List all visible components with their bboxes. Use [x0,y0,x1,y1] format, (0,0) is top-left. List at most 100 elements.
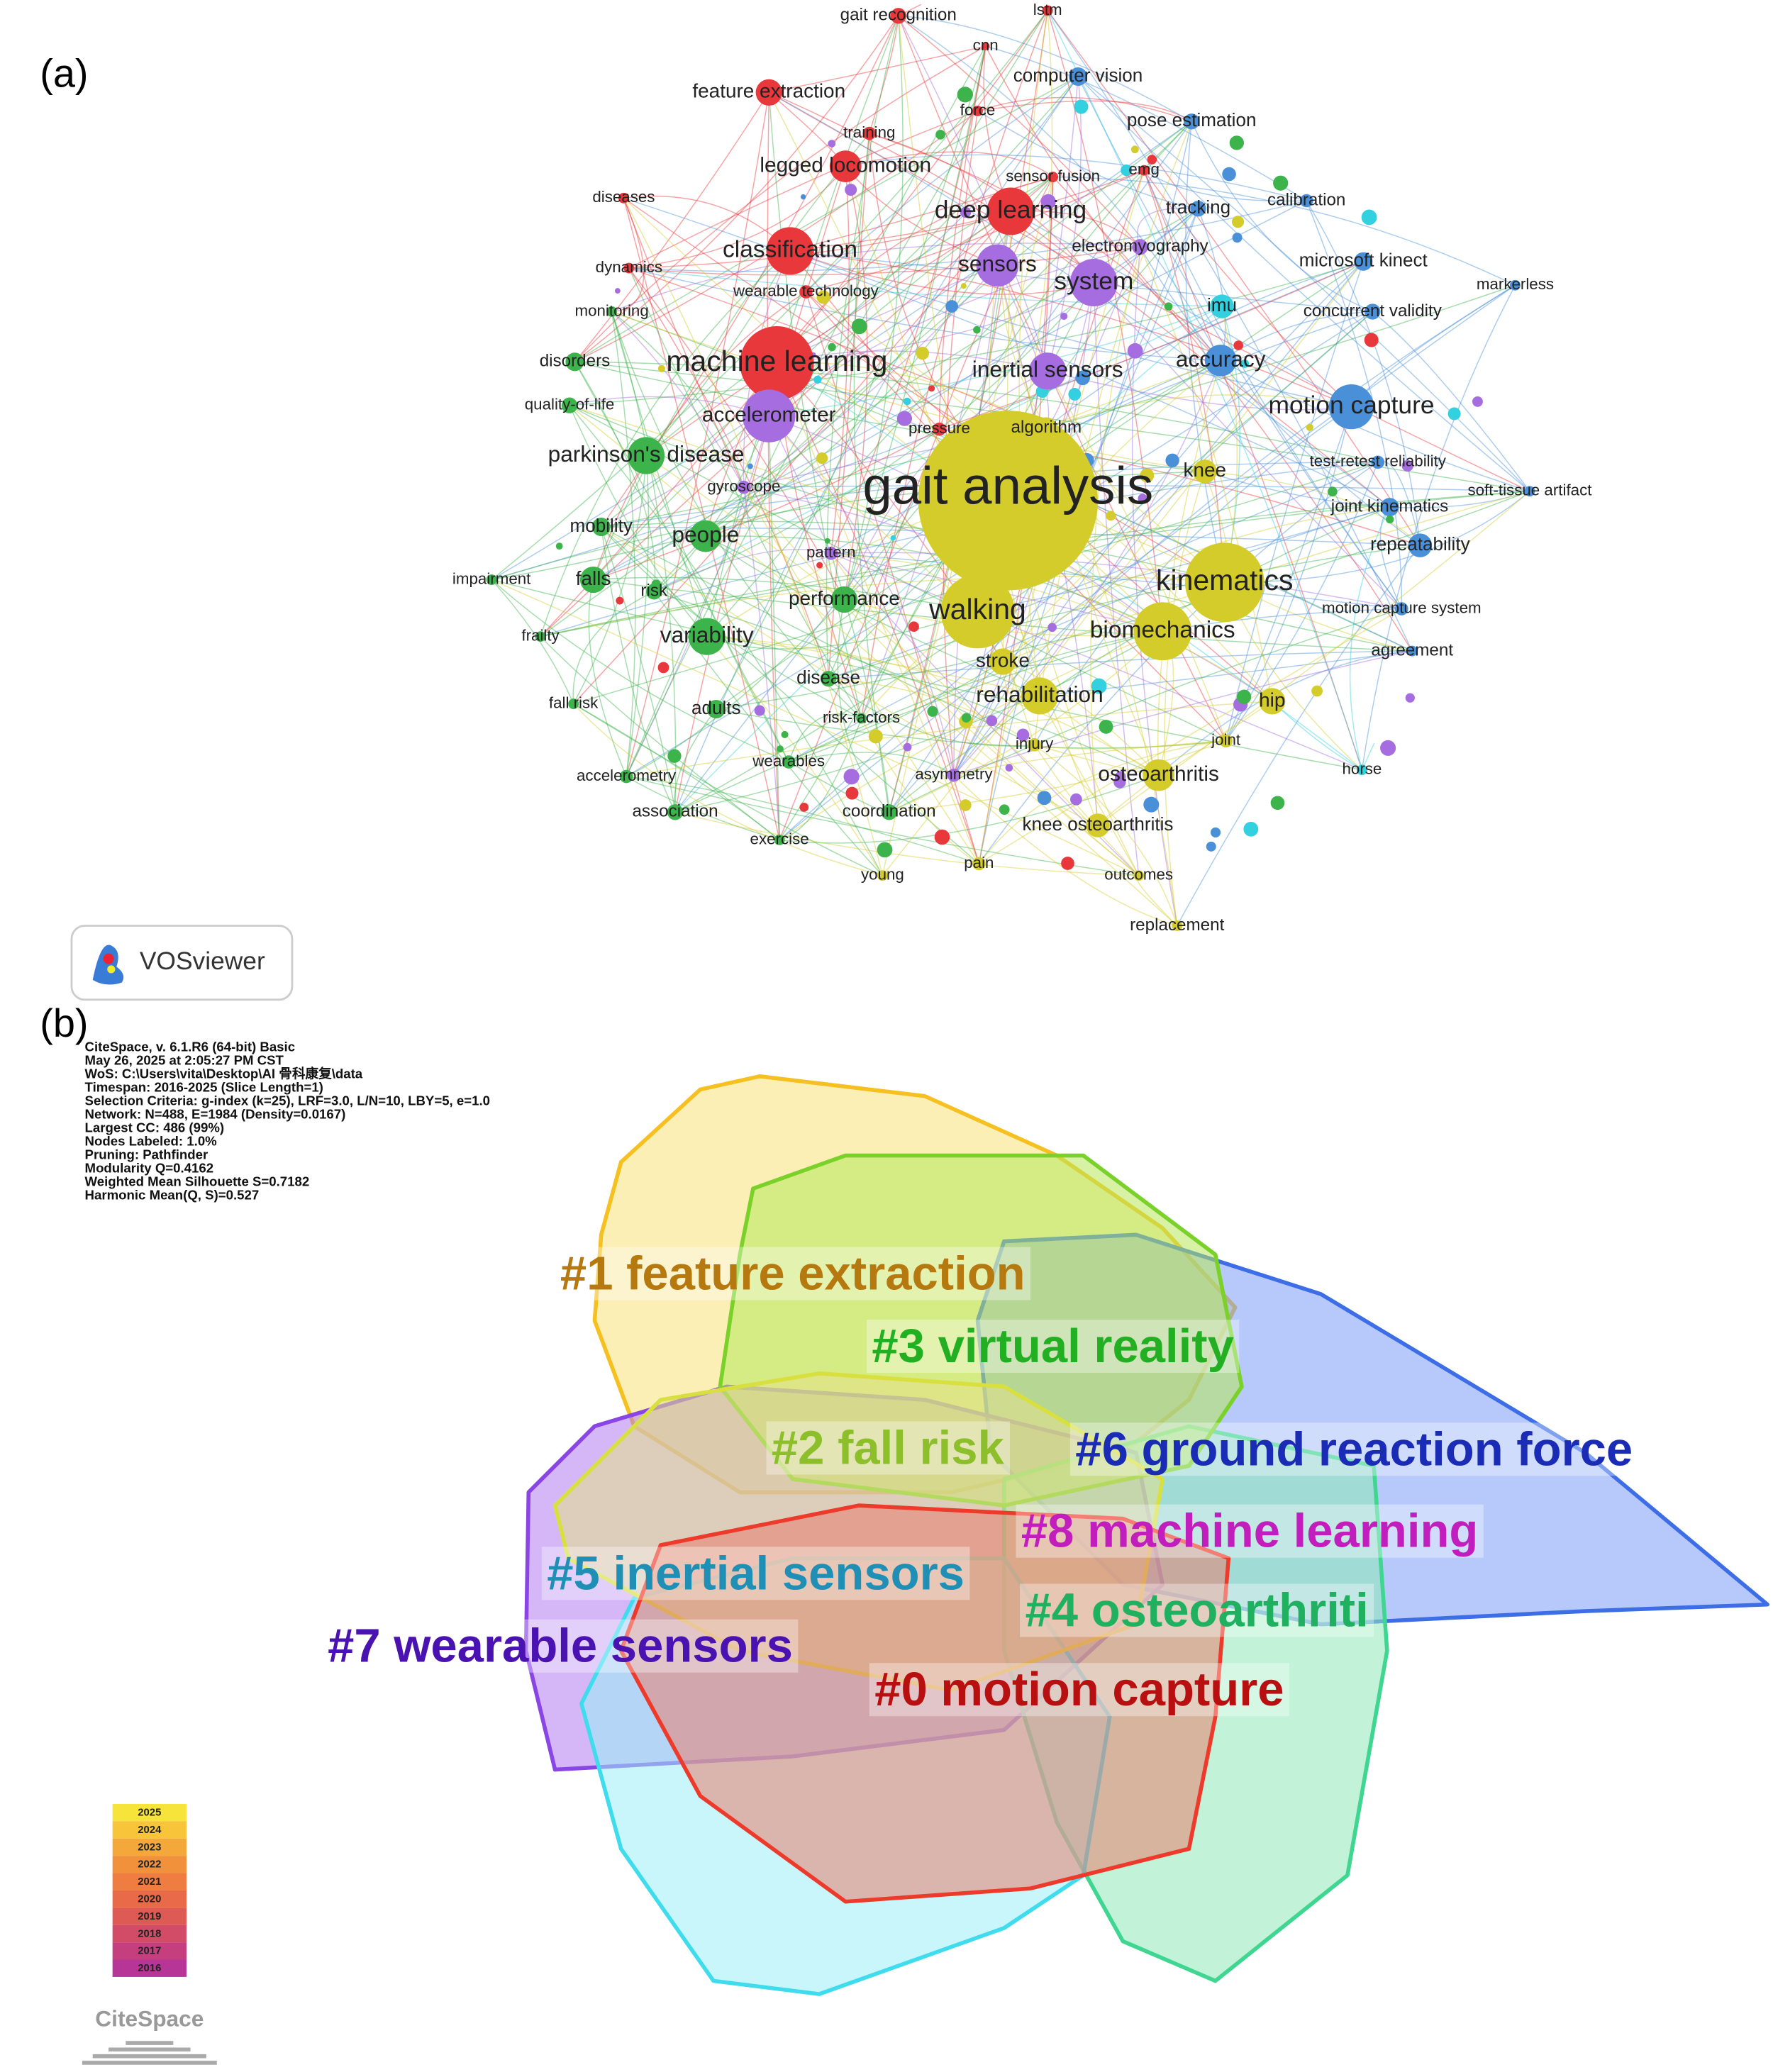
edge [592,133,870,580]
node [868,729,883,744]
node-label: force [960,101,996,118]
node-label: feature extraction [692,80,845,102]
node [535,631,546,642]
edge [828,121,1192,679]
node-label: pain [964,854,994,871]
edge [1033,406,1352,745]
node [1206,841,1216,852]
node [972,857,986,871]
node [1113,776,1126,789]
node [568,698,579,710]
edge [569,405,884,876]
edge [983,46,1011,212]
cluster-label: #8 machine learning [1021,1505,1478,1558]
edge [828,678,1035,747]
node [961,713,972,723]
node-label: disorders [540,352,611,371]
panel-label: (b) [40,1001,88,1045]
node [881,804,897,820]
edge [743,487,780,840]
node-label: emg [1128,160,1159,178]
legend-year: 2019 [138,1911,161,1922]
edge [788,713,862,762]
edge [1002,661,1159,776]
node [908,621,919,633]
node [918,411,1098,591]
node [800,194,806,200]
node [1184,542,1265,623]
edge [626,776,780,841]
edge [978,608,1402,864]
edge [1143,169,1363,770]
edge [626,416,769,777]
node-label: frailty [521,627,560,645]
legend-swatch [112,1959,187,1977]
edge [1225,462,1379,742]
edge [674,306,1223,813]
node-label: knee [1184,459,1227,481]
edge [779,774,1159,844]
node [1070,793,1082,806]
node [1356,764,1367,776]
node [646,584,662,600]
legend-swatch [112,1890,187,1908]
node [1327,486,1338,497]
edge [674,630,1163,813]
node [776,745,784,753]
edge [789,250,1373,313]
edge [788,630,1163,763]
edge [837,599,890,813]
node-label: monitoring [575,301,649,319]
edge [1143,169,1402,609]
node-label: electromyography [1072,237,1208,256]
node [828,342,836,352]
edge [601,526,676,813]
node-label: joint [1211,731,1241,749]
edge [776,362,980,864]
node [1028,738,1041,752]
edge [860,718,979,864]
edge [628,200,1307,272]
edge [889,740,1226,813]
edge [830,552,1273,702]
edge [789,250,1352,408]
cluster-area [618,1503,1231,1904]
node-label: accuracy [1176,346,1266,372]
node [1364,333,1379,347]
node [877,842,893,858]
node [816,290,830,304]
node-label: joint kinematics [1330,497,1448,516]
node [1233,340,1244,350]
edge [593,579,1413,652]
node-label: outcomes [1104,866,1173,884]
logo-icon [107,965,116,974]
edge [830,552,1402,610]
edge [1372,311,1530,492]
node-label: stroke [976,649,1030,671]
edge [623,197,1225,583]
cluster-areas [523,1074,1769,1996]
node-label: calibration [1267,190,1345,209]
edge [574,361,1378,463]
edge [623,197,1390,508]
node-label: dynamics [596,258,662,276]
edge [628,267,1223,307]
edge [588,579,627,777]
node [1068,388,1082,401]
vosviewer-logo: VOSviewer [70,925,294,1001]
edge [1010,211,1391,508]
edge [628,246,1140,276]
cluster-label: #6 ground reaction force [1075,1422,1633,1476]
edge [626,455,650,777]
node-label: mobility [570,515,633,536]
node [1147,155,1157,165]
edge [540,636,780,841]
cluster-label: #1 feature extraction [560,1247,1026,1300]
node-label: quality-of-life [525,396,615,413]
edge [869,16,899,134]
edge [953,740,1226,776]
edge [898,15,1141,247]
node-label: exercise [750,830,809,847]
edge [572,591,655,704]
